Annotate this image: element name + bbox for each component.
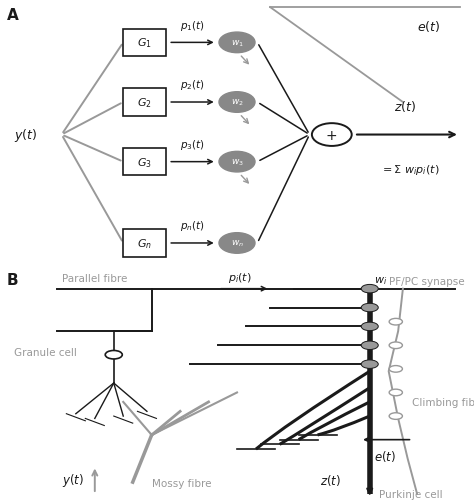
Bar	[123, 30, 166, 57]
Circle shape	[389, 389, 402, 396]
Text: $p_3(t)$: $p_3(t)$	[180, 138, 205, 151]
Text: $w_2$: $w_2$	[231, 98, 243, 108]
Text: $y(t)$: $y(t)$	[63, 471, 84, 488]
Circle shape	[361, 341, 378, 350]
Circle shape	[361, 323, 378, 331]
Text: $y(t)$: $y(t)$	[14, 127, 38, 144]
Circle shape	[312, 124, 352, 147]
Circle shape	[219, 93, 255, 113]
Text: +: +	[326, 128, 337, 142]
Text: $z(t)$: $z(t)$	[320, 472, 341, 487]
Text: $G_2$: $G_2$	[137, 96, 152, 110]
Text: A: A	[7, 8, 19, 23]
Text: $w_1$: $w_1$	[230, 38, 244, 49]
Text: $p_1(t)$: $p_1(t)$	[180, 19, 205, 33]
Text: $p_2(t)$: $p_2(t)$	[180, 78, 205, 92]
Circle shape	[219, 152, 255, 173]
Text: Mossy fibre: Mossy fibre	[152, 478, 211, 488]
Text: $G_n$: $G_n$	[137, 236, 152, 250]
Text: $G_1$: $G_1$	[137, 37, 152, 50]
Circle shape	[361, 304, 378, 312]
Text: $= \Sigma\ w_i p_i(t)$: $= \Sigma\ w_i p_i(t)$	[380, 162, 440, 176]
Text: $e(t)$: $e(t)$	[417, 19, 440, 34]
Circle shape	[361, 360, 378, 369]
Circle shape	[389, 366, 402, 372]
Text: $e(t)$: $e(t)$	[374, 448, 396, 463]
Circle shape	[361, 285, 378, 293]
Text: $w_3$: $w_3$	[230, 157, 244, 167]
Text: $p_i(t)$: $p_i(t)$	[228, 271, 251, 285]
Text: $G_3$: $G_3$	[137, 155, 152, 169]
Text: $w_n$: $w_n$	[230, 238, 244, 248]
Circle shape	[219, 233, 255, 254]
Text: Granule cell: Granule cell	[14, 348, 77, 358]
Circle shape	[105, 351, 122, 359]
Text: Climbing fibre: Climbing fibre	[412, 397, 474, 407]
Text: $z(t)$: $z(t)$	[394, 99, 416, 114]
Text: $p_n(t)$: $p_n(t)$	[180, 219, 205, 232]
Bar	[123, 89, 166, 116]
Text: PF/PC synapse: PF/PC synapse	[389, 277, 465, 287]
Circle shape	[389, 413, 402, 419]
Bar	[123, 230, 166, 257]
Circle shape	[389, 319, 402, 325]
Text: $w_i$: $w_i$	[374, 275, 388, 287]
Text: B: B	[7, 273, 19, 288]
Circle shape	[219, 33, 255, 54]
Text: Purkinje cell: Purkinje cell	[379, 488, 443, 498]
Text: Parallel fibre: Parallel fibre	[62, 273, 127, 283]
Circle shape	[389, 342, 402, 349]
Bar	[123, 149, 166, 176]
